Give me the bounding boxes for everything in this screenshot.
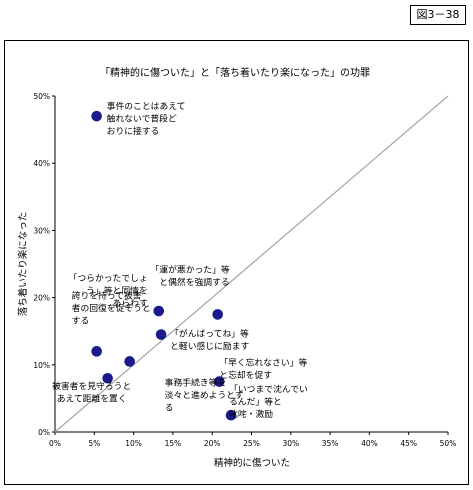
y-axis-label: 落ち着いたり楽になった xyxy=(17,212,29,317)
annotation-line: する xyxy=(72,315,90,326)
x-tick-labels: 0% 5% 10% 15% 20% 25% 30% 35% 40% 45% 50% xyxy=(49,439,456,448)
y-tick-label: 30% xyxy=(33,226,50,235)
point-annotation: 事件のことはあえて触れないで普段どおりに接する xyxy=(107,100,186,137)
data-point xyxy=(225,409,237,421)
annotation-line: 「いつまで沈んでい xyxy=(229,383,308,395)
annotation-line: 「運が悪かった」等 xyxy=(151,263,230,275)
x-tick-label: 30% xyxy=(282,439,299,448)
y-tick-label: 20% xyxy=(33,294,50,303)
point-annotation: 誇りを持って被害者の回復を促そうとする xyxy=(72,289,151,326)
point-annotations: 事件のことはあえて触れないで普段どおりに接する「つらかったでしょう」等と同情をあ… xyxy=(52,100,308,420)
point-annotation: 「運が悪かった」等と偶然を強調する xyxy=(151,263,230,288)
annotation-line: と忘却を促す xyxy=(219,369,272,381)
x-tick-label: 35% xyxy=(322,439,339,448)
y-tick-label: 50% xyxy=(33,92,50,101)
annotation-line: る xyxy=(165,402,174,413)
y-tick-labels: 0% 10% 20% 30% 40% 50% xyxy=(33,92,50,437)
point-annotation: 「早く忘れなさい」等と忘却を促す xyxy=(219,357,307,382)
data-point xyxy=(91,110,102,122)
data-point xyxy=(91,346,102,357)
x-tick-label: 10% xyxy=(125,439,142,448)
annotation-line: と偶然を強調する xyxy=(159,276,229,288)
annotation-line: 触れないで普段ど xyxy=(107,113,177,125)
annotation-line: 誇りを持って被害 xyxy=(72,289,142,301)
annotation-line: う」等と同情を xyxy=(86,285,148,297)
x-tick-label: 20% xyxy=(204,439,221,448)
annotation-line: 「早く忘れなさい」等 xyxy=(219,357,307,369)
annotation-line: 者の回復を促そうと xyxy=(72,302,151,314)
x-tick-label: 15% xyxy=(165,439,182,448)
x-tick-label: 40% xyxy=(361,439,378,448)
x-tick-label: 50% xyxy=(440,439,457,448)
annotation-line: 「つらかったでしょ xyxy=(69,273,148,284)
annotation-line: 淡々と進めようとす xyxy=(165,390,244,401)
y-tick-label: 40% xyxy=(33,159,50,168)
data-point xyxy=(153,305,165,317)
annotation-line: と軽い感じに励ます xyxy=(170,340,249,352)
annotation-line: 「がんばってね」等 xyxy=(170,328,249,340)
data-point xyxy=(102,372,113,384)
point-annotation: 「がんばってね」等と軽い感じに励ます xyxy=(170,328,249,353)
annotation-line: 事務手続き等を xyxy=(165,376,227,388)
annotation-line: 叱咤・激励 xyxy=(229,408,273,420)
figure-number-label: 図3－38 xyxy=(410,5,466,25)
annotation-line: 事件のことはあえて xyxy=(107,100,186,112)
chart-title: 「精神的に傷ついた」と「落ち着いたり楽になった」の功罪 xyxy=(100,66,370,79)
axes xyxy=(52,95,449,435)
y-tick-label: 10% xyxy=(33,361,50,370)
x-axis-label: 精神的に傷ついた xyxy=(214,457,290,469)
data-points xyxy=(91,110,237,421)
x-tick-label: 5% xyxy=(88,439,100,448)
chart-frame xyxy=(4,40,469,485)
point-annotation: 「いつまで沈んでいるんだ」等と叱咤・激励 xyxy=(229,383,308,420)
x-tick-label: 0% xyxy=(49,439,61,448)
annotation-line: 被害者を見守ろうと xyxy=(52,380,131,392)
reference-diagonal-line xyxy=(54,95,449,433)
x-tick-label: 25% xyxy=(243,439,260,448)
point-annotation: 「つらかったでしょう」等と同情をあらわす xyxy=(69,273,148,309)
point-annotation: 事務手続き等を淡々と進めようとする xyxy=(165,376,244,413)
annotation-line: おりに接する xyxy=(107,125,160,137)
x-tick-label: 45% xyxy=(400,439,417,448)
annotation-line: あえて距離を置く xyxy=(57,393,127,405)
data-point xyxy=(213,376,225,387)
data-point xyxy=(124,356,135,367)
y-tick-label: 0% xyxy=(38,428,50,437)
data-point xyxy=(155,329,167,340)
data-point xyxy=(212,309,224,320)
annotation-line: あらわす xyxy=(113,298,148,309)
annotation-line: るんだ」等と xyxy=(229,396,282,408)
point-annotation: 被害者を見守ろうとあえて距離を置く xyxy=(52,380,131,405)
